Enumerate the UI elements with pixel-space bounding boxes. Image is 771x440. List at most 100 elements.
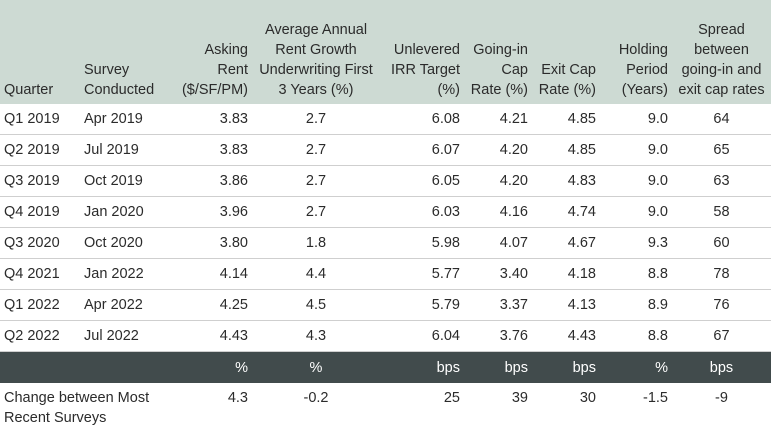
table-cell: 4.83 [532,165,600,197]
table-cell: 60 [672,227,771,259]
table-cell: 4.85 [532,134,600,166]
table-cell: 4.43 [176,320,252,352]
change-cell: -9 [715,390,728,406]
table-cell: Jan 2020 [80,196,176,228]
table-cell: 9.0 [600,104,672,135]
table-cell: 6.04 [380,320,464,352]
table-cell: Q1 2019 [0,104,80,135]
table-cell: 4.18 [532,258,600,290]
table-cell: 6.07 [380,134,464,166]
unit-cell [80,352,176,384]
change-cell: -1.5 [643,390,668,406]
table-cell: 4.4 [252,258,380,290]
table-cell: 4.85 [532,104,600,135]
table-cell: 2.7 [252,196,380,228]
unit-cell: % [309,359,323,376]
table-cell: 63 [672,165,771,197]
table-cell: Q3 2020 [0,227,80,259]
table-cell: 64 [672,104,771,135]
unit-cell: % [235,359,248,376]
header-spread: Spread between going-in and exit cap rat… [678,22,765,98]
header-holding-period: Holding Period (Years) [618,42,668,98]
table-row: Q3 2019 Oct 2019 3.86 2.7 6.05 4.20 4.83 9.0 63 [0,165,771,197]
table-cell: 65 [672,134,771,166]
table-cell: 4.13 [532,289,600,321]
table-row: Q4 2019 Jan 2020 3.96 2.7 6.03 4.16 4.74 9.0 58 [0,196,771,228]
table-cell: 9.0 [600,134,672,166]
table-cell: 4.20 [464,165,532,197]
change-cell: -0.2 [303,390,329,406]
table-cell: 3.86 [176,165,252,197]
table-cell: 3.76 [464,320,532,352]
table-cell: 4.25 [176,289,252,321]
table-cell: 2.7 [252,134,380,166]
table-cell: 8.9 [600,289,672,321]
table-cell: Jul 2022 [80,320,176,352]
table-cell: 3.83 [176,134,252,166]
header-asking-rent: Asking Rent ($/SF/PM) [181,42,248,98]
table-cell: 6.08 [380,104,464,135]
table-row: Q1 2022 Apr 2022 4.25 4.5 5.79 3.37 4.13 8.9 76 [0,289,771,321]
table-cell: 9.0 [600,196,672,228]
header-survey-conducted: Survey Conducted [84,62,155,98]
change-cell: 39 [511,390,528,406]
unit-cell [0,352,80,384]
table-cell: 78 [672,258,771,290]
table-cell: 3.83 [176,104,252,135]
table-row: Q3 2020 Oct 2020 3.80 1.8 5.98 4.07 4.67 9.3 60 [0,227,771,259]
table-cell: 9.0 [600,165,672,197]
change-label: Change between Most Recent Surveys [4,390,150,426]
table-cell: 4.5 [252,289,380,321]
table-cell: Q4 2021 [0,258,80,290]
header-quarter: Quarter [4,82,54,98]
table-cell: 6.03 [380,196,464,228]
table-cell: 4.21 [464,104,532,135]
table-cell: 4.3 [252,320,380,352]
header-rent-growth: Average Annual Rent Growth Underwriting … [259,22,373,98]
table-cell: 1.8 [252,227,380,259]
table-row: Q4 2021 Jan 2022 4.14 4.4 5.77 3.40 4.18 8.8 78 [0,258,771,290]
table-cell: 67 [672,320,771,352]
units-row: % % bps bps bps % bps [0,351,771,384]
header-exit-cap-rate: Exit Cap Rate (%) [538,62,596,98]
table-cell: Oct 2020 [80,227,176,259]
table-cell: 5.77 [380,258,464,290]
table-cell: 3.96 [176,196,252,228]
table-cell: Apr 2022 [80,289,176,321]
table-cell: Jan 2022 [80,258,176,290]
table-row: Q2 2022 Jul 2022 4.43 4.3 6.04 3.76 4.43 8.8 67 [0,320,771,352]
change-cell: 4.3 [227,390,248,406]
unit-cell: bps [709,359,734,376]
unit-cell: % [655,359,668,376]
table-cell: 4.74 [532,196,600,228]
table-cell: 9.3 [600,227,672,259]
table-cell: 3.40 [464,258,532,290]
table-cell: 6.05 [380,165,464,197]
table-cell: 4.67 [532,227,600,259]
unit-cell: bps [436,359,460,376]
table-cell: Q2 2019 [0,134,80,166]
unit-cell: bps [572,359,596,376]
header-irr-target: Unlevered IRR Target (%) [390,42,460,98]
table-cell: 4.16 [464,196,532,228]
table-cell: Q4 2019 [0,196,80,228]
table-row: Q1 2019 Apr 2019 3.83 2.7 6.08 4.21 4.85 9.0 64 [0,104,771,135]
unit-cell: bps [504,359,528,376]
table-cell: Q1 2022 [0,289,80,321]
change-cell: 30 [579,390,596,406]
table-row: Q2 2019 Jul 2019 3.83 2.7 6.07 4.20 4.85 9.0 65 [0,134,771,166]
table-cell: 4.20 [464,134,532,166]
table-cell: 3.80 [176,227,252,259]
table-cell: 4.14 [176,258,252,290]
header-row: Quarter Survey Conducted Asking Rent ($/… [0,0,771,104]
table-cell: 76 [672,289,771,321]
table-cell: 5.79 [380,289,464,321]
table-cell: Jul 2019 [80,134,176,166]
header-going-in-cap-rate: Going-in Cap Rate (%) [470,42,528,98]
table-cell: Oct 2019 [80,165,176,197]
table-cell: 8.8 [600,258,672,290]
table-cell: 2.7 [252,165,380,197]
table-cell: 4.43 [532,320,600,352]
table-body: Q1 2019 Apr 2019 3.83 2.7 6.08 4.21 4.85 9.0 64 Q… [0,104,771,440]
